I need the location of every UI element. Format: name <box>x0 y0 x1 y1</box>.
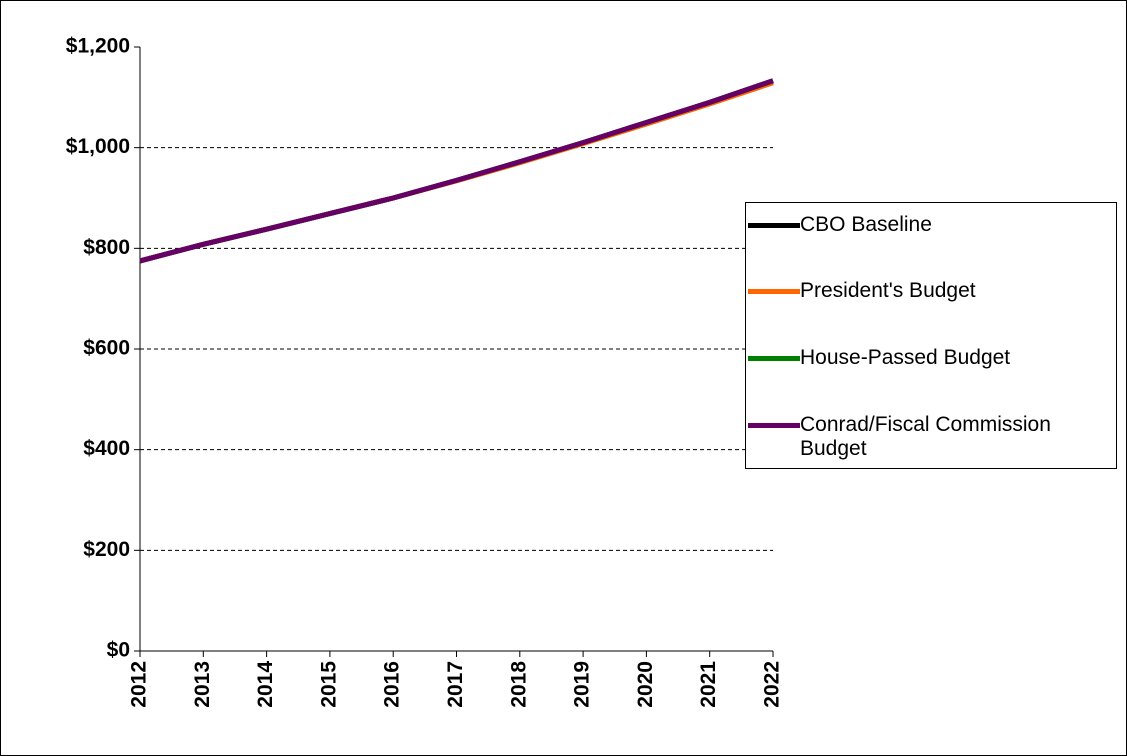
legend-swatch <box>748 423 800 428</box>
x-tick-label: 2016 <box>381 661 404 708</box>
x-tick-label: 2020 <box>634 661 657 708</box>
series-line <box>139 78 774 264</box>
legend: CBO Baseline President's Budget House-Pass… <box>745 202 1117 469</box>
y-tick-label: $0 <box>107 639 130 662</box>
y-tick-label: $1,000 <box>66 135 130 158</box>
legend-swatch <box>748 223 800 228</box>
y-tick-label: $800 <box>83 236 130 259</box>
y-tick-label: $200 <box>83 538 130 561</box>
series-line <box>139 78 774 264</box>
legend-label: House-Passed Budget <box>800 346 1011 369</box>
legend-item: CBO Baseline <box>748 213 1115 237</box>
x-tick-label: 2022 <box>761 661 784 708</box>
x-tick-label: 2015 <box>317 661 340 708</box>
legend-item: Conrad/Fiscal Commission Budget <box>748 413 1115 461</box>
x-tick-label: 2014 <box>254 661 277 708</box>
y-tick-label: $600 <box>83 337 130 360</box>
series-line <box>139 78 774 264</box>
legend-label: Conrad/Fiscal Commission Budget <box>800 413 1051 460</box>
y-tick-label: $1,200 <box>66 35 130 58</box>
legend-swatch <box>748 289 800 294</box>
legend-swatch <box>748 356 800 361</box>
legend-label: CBO Baseline <box>800 213 932 236</box>
x-tick-label: 2021 <box>697 661 720 708</box>
y-tick-label: $400 <box>83 437 130 460</box>
legend-label: President's Budget <box>800 279 976 302</box>
x-tick-label: 2018 <box>507 661 530 708</box>
x-tick-label: 2019 <box>571 661 594 708</box>
x-tick-label: 2017 <box>444 661 467 708</box>
x-tick-label: 2013 <box>191 661 214 708</box>
x-tick-label: 2012 <box>128 661 151 708</box>
legend-item: House-Passed Budget <box>748 346 1115 370</box>
legend-item: President's Budget <box>748 279 1115 303</box>
